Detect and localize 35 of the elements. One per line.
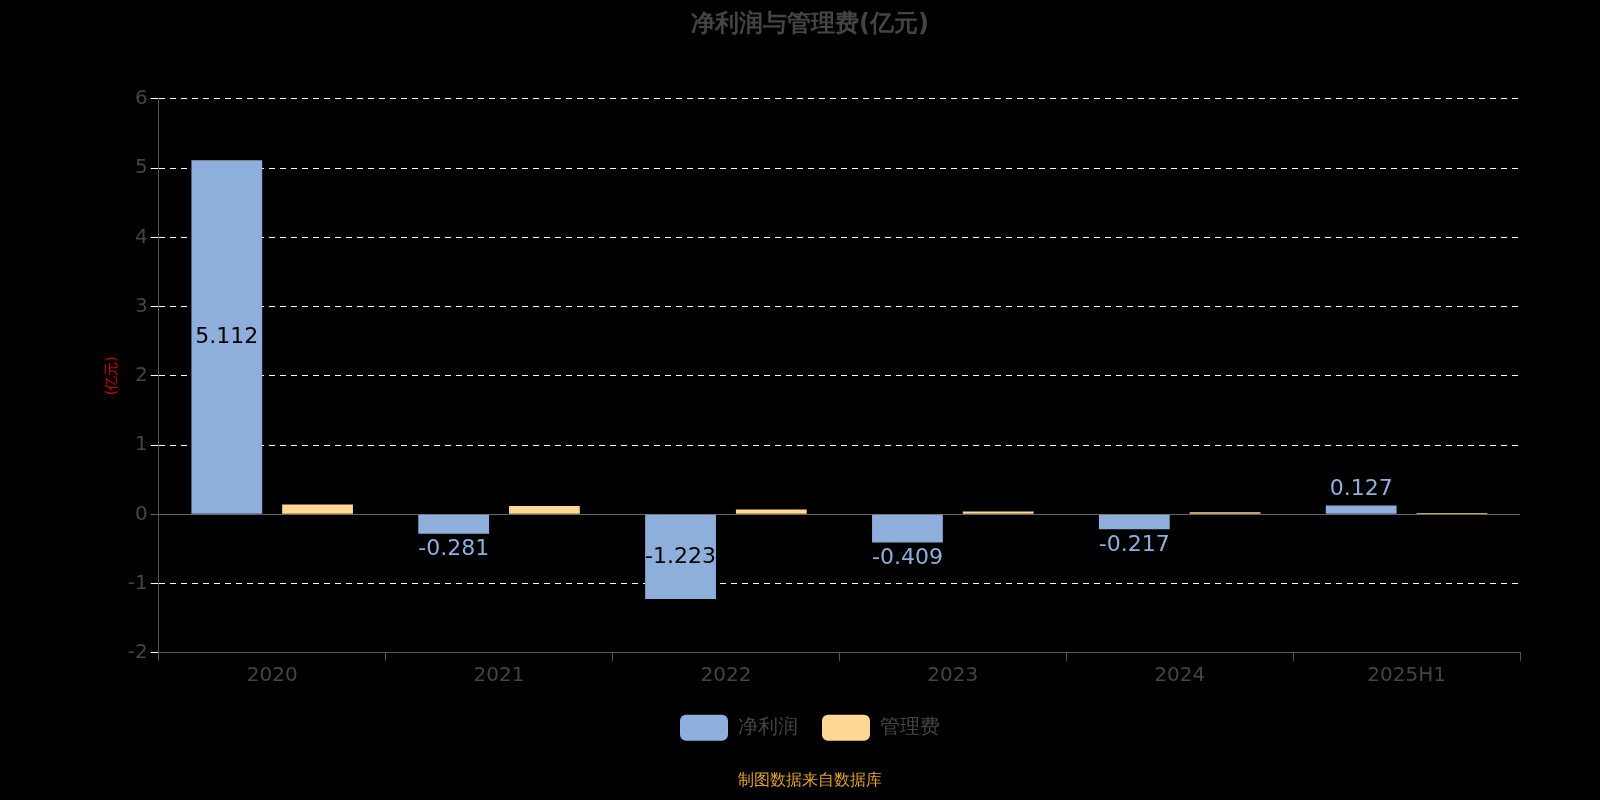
x-tick-label: 2025H1 bbox=[1367, 662, 1446, 686]
text: 制图数据来自数据库 bbox=[738, 769, 882, 789]
chart-title: 净利润与管理费(亿元) bbox=[691, 8, 929, 37]
data-label: -0.409 bbox=[871, 544, 943, 570]
bar bbox=[1325, 505, 1397, 514]
bar bbox=[191, 160, 263, 514]
data-label: 0.127 bbox=[1329, 475, 1393, 501]
x-tick-label: 2022 bbox=[700, 662, 752, 686]
bar bbox=[872, 514, 943, 543]
y-tick-label: -1 bbox=[127, 569, 148, 594]
y-tick-label: 0 bbox=[135, 500, 148, 525]
x-tick-label: 2020 bbox=[246, 662, 298, 686]
data-label: -0.217 bbox=[1098, 531, 1170, 557]
legend-label: 管理费 bbox=[880, 714, 940, 738]
y-tick-label: 3 bbox=[135, 292, 148, 317]
data-label: 5.112 bbox=[195, 322, 259, 348]
bar bbox=[282, 504, 353, 514]
x-tick-label: 2024 bbox=[1154, 662, 1206, 686]
legend-label: 净利润 bbox=[738, 714, 798, 738]
bar bbox=[645, 514, 716, 599]
y-tick-label: 4 bbox=[135, 223, 148, 248]
y-tick-label: 5 bbox=[135, 154, 148, 179]
y-tick-label: -2 bbox=[127, 639, 148, 663]
data-label: -0.281 bbox=[418, 535, 490, 561]
x-tick-label: 2021 bbox=[473, 662, 525, 686]
data-label: -1.223 bbox=[645, 542, 717, 568]
y-tick-label: 2 bbox=[135, 362, 148, 386]
bar bbox=[735, 509, 807, 514]
x-tick-label: 2023 bbox=[927, 662, 979, 686]
bar bbox=[509, 505, 580, 514]
bar bbox=[1098, 514, 1170, 530]
y-tick-label: 6 bbox=[135, 85, 148, 109]
y-axis-title: (亿元) bbox=[103, 356, 120, 396]
bar bbox=[418, 514, 490, 534]
y-tick-label: 1 bbox=[135, 431, 148, 456]
